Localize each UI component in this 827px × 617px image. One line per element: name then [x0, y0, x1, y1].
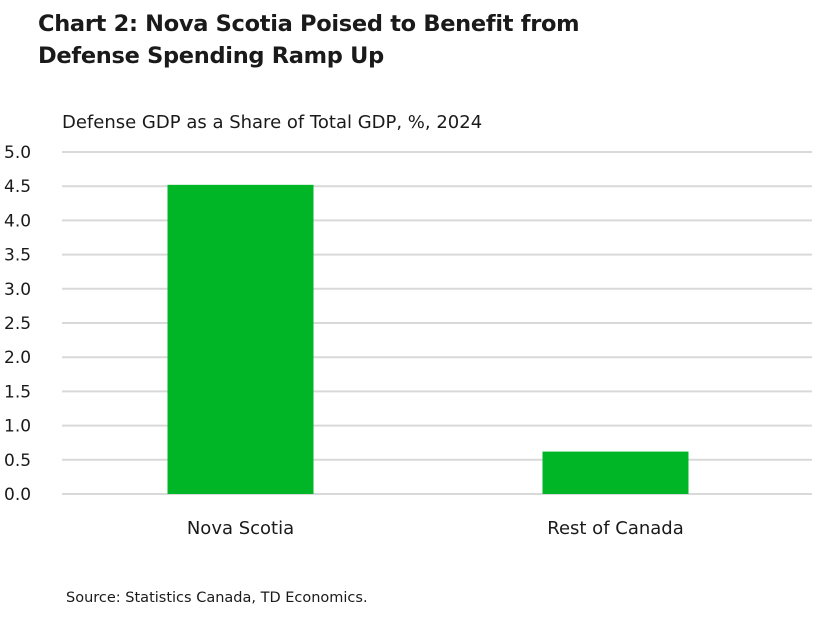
chart-subtitle: Defense GDP as a Share of Total GDP, %, … — [62, 112, 483, 133]
y-tick-label: 2.0 — [4, 348, 31, 368]
source-note: Source: Statistics Canada, TD Economics. — [66, 590, 368, 606]
y-tick-label: 0.0 — [4, 485, 31, 505]
y-tick-label: 2.5 — [4, 314, 31, 334]
title-line-1: Chart 2: Nova Scotia Poised to Benefit f… — [38, 11, 580, 37]
x-tick-label: Nova Scotia — [187, 518, 294, 539]
x-tick-label: Rest of Canada — [547, 518, 684, 539]
y-tick-label: 1.0 — [4, 417, 31, 437]
y-tick-label: 4.5 — [4, 177, 31, 197]
y-tick-label: 4.0 — [4, 211, 31, 231]
title-line-2: Defense Spending Ramp Up — [38, 43, 384, 69]
y-tick-label: 3.0 — [4, 280, 31, 300]
y-tick-label: 0.5 — [4, 451, 31, 471]
y-tick-label: 1.5 — [4, 382, 31, 402]
bar-nova-scotia — [167, 184, 314, 494]
bar-rest-of-canada — [542, 451, 689, 494]
y-tick-label: 3.5 — [4, 246, 31, 266]
chart-title: Chart 2: Nova Scotia Poised to Benefit f… — [38, 8, 580, 72]
y-tick-label: 5.0 — [4, 143, 31, 163]
